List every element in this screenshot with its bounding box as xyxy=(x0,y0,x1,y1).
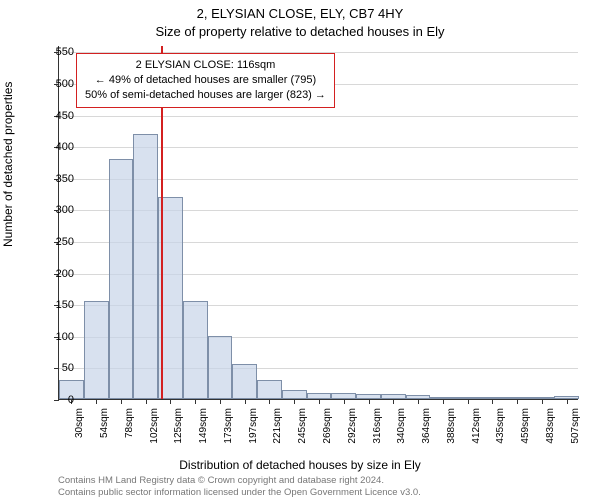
xtick-label: 245sqm xyxy=(297,408,308,444)
footer-attribution-2: Contains public sector information licen… xyxy=(58,487,421,498)
xtick-label: 102sqm xyxy=(149,408,160,444)
xtick-label: 149sqm xyxy=(198,408,209,444)
annotation-line1: 2 ELYSIAN CLOSE: 116sqm xyxy=(85,58,326,73)
ytick-label: 100 xyxy=(46,331,74,343)
xtick-mark xyxy=(517,399,518,404)
chart-title-line1: 2, ELYSIAN CLOSE, ELY, CB7 4HY xyxy=(0,6,600,21)
xtick-mark xyxy=(220,399,221,404)
annotation-line3: 50% of semi-detached houses are larger (… xyxy=(85,88,326,103)
xtick-label: 483sqm xyxy=(545,408,556,444)
x-axis-label: Distribution of detached houses by size … xyxy=(0,458,600,472)
histogram-bar xyxy=(183,301,208,399)
histogram-bar xyxy=(282,390,307,399)
xtick-mark xyxy=(96,399,97,404)
xtick-label: 173sqm xyxy=(223,408,234,444)
xtick-mark xyxy=(393,399,394,404)
xtick-mark xyxy=(319,399,320,404)
xtick-label: 269sqm xyxy=(322,408,333,444)
ytick-label: 250 xyxy=(46,236,74,248)
xtick-label: 221sqm xyxy=(272,408,283,444)
ytick-label: 200 xyxy=(46,268,74,280)
xtick-label: 412sqm xyxy=(471,408,482,444)
xtick-label: 197sqm xyxy=(248,408,259,444)
xtick-mark xyxy=(468,399,469,404)
ytick-label: 350 xyxy=(46,173,74,185)
xtick-mark xyxy=(542,399,543,404)
ytick-label: 400 xyxy=(46,141,74,153)
xtick-mark xyxy=(344,399,345,404)
y-axis-label: Number of detached properties xyxy=(1,82,15,247)
ytick-label: 450 xyxy=(46,110,74,122)
xtick-label: 316sqm xyxy=(372,408,383,444)
xtick-mark xyxy=(245,399,246,404)
gridline xyxy=(59,116,578,117)
xtick-mark xyxy=(492,399,493,404)
chart-title-line2: Size of property relative to detached ho… xyxy=(0,24,600,39)
annotation-line2: ← 49% of detached houses are smaller (79… xyxy=(85,73,326,88)
xtick-mark xyxy=(269,399,270,404)
xtick-label: 507sqm xyxy=(570,408,581,444)
ytick-label: 550 xyxy=(46,46,74,58)
xtick-label: 435sqm xyxy=(495,408,506,444)
xtick-label: 54sqm xyxy=(99,408,110,438)
xtick-mark xyxy=(170,399,171,404)
xtick-mark xyxy=(294,399,295,404)
xtick-mark xyxy=(121,399,122,404)
xtick-label: 364sqm xyxy=(421,408,432,444)
ytick-label: 50 xyxy=(46,362,74,374)
histogram-bar xyxy=(84,301,109,399)
xtick-mark xyxy=(443,399,444,404)
histogram-bar xyxy=(109,159,134,399)
xtick-mark xyxy=(418,399,419,404)
histogram-bar xyxy=(257,380,282,399)
histogram-bar xyxy=(133,134,158,400)
xtick-mark xyxy=(146,399,147,404)
xtick-mark xyxy=(567,399,568,404)
xtick-label: 78sqm xyxy=(124,408,135,438)
annotation-box: 2 ELYSIAN CLOSE: 116sqm ← 49% of detache… xyxy=(76,53,335,108)
ytick-label: 300 xyxy=(46,204,74,216)
xtick-label: 340sqm xyxy=(396,408,407,444)
ytick-label: 500 xyxy=(46,78,74,90)
xtick-label: 292sqm xyxy=(347,408,358,444)
xtick-mark xyxy=(369,399,370,404)
xtick-mark xyxy=(195,399,196,404)
xtick-label: 30sqm xyxy=(74,408,85,438)
xtick-label: 125sqm xyxy=(173,408,184,444)
xtick-label: 459sqm xyxy=(520,408,531,444)
histogram-bar xyxy=(232,364,257,399)
xtick-label: 388sqm xyxy=(446,408,457,444)
ytick-label: 150 xyxy=(46,299,74,311)
footer-attribution-1: Contains HM Land Registry data © Crown c… xyxy=(58,475,384,486)
ytick-label: 0 xyxy=(46,394,74,406)
histogram-bar xyxy=(208,336,233,399)
